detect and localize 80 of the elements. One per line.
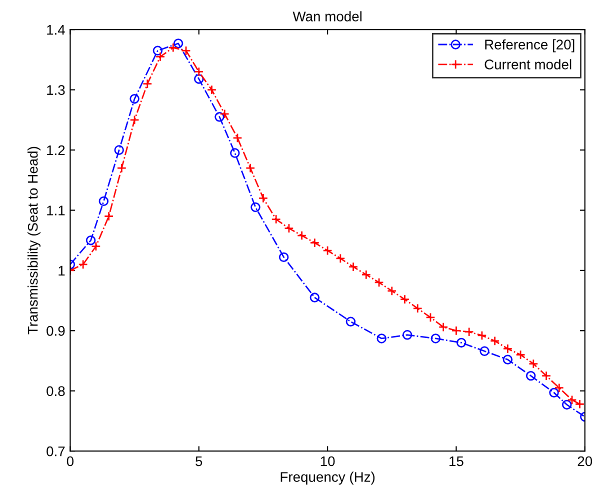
- point: [516, 350, 526, 360]
- y-tick-label: 0.8: [46, 386, 65, 396]
- point: [116, 163, 127, 173]
- point: [155, 52, 166, 62]
- point: [152, 46, 163, 56]
- point: [502, 354, 513, 364]
- y-tick-label: 1.4: [47, 25, 65, 35]
- point: [562, 400, 572, 410]
- point: [376, 334, 386, 344]
- point: [194, 74, 204, 84]
- x-tick-label: 20: [578, 456, 592, 466]
- legend-label: Current model: [484, 59, 572, 70]
- point: [86, 235, 96, 246]
- point: [250, 202, 260, 212]
- point: [181, 46, 191, 56]
- point: [490, 336, 500, 346]
- point: [130, 115, 140, 125]
- y-tick-label: 1: [58, 266, 65, 276]
- point: [574, 399, 585, 409]
- chart-title: Wan model: [292, 11, 362, 22]
- point: [549, 388, 559, 398]
- point: [430, 334, 440, 344]
- y-tick-label: 0.7: [46, 446, 65, 456]
- y-tick-label: 1.3: [47, 85, 65, 95]
- x-tick-label: 15: [450, 456, 464, 466]
- y-axis-title: Transmissibility (Seat to Head): [28, 146, 40, 334]
- y-tick-label: 1.2: [47, 145, 65, 156]
- point: [346, 316, 356, 326]
- point: [142, 78, 152, 89]
- point: [130, 94, 140, 104]
- point: [194, 66, 204, 77]
- point: [526, 370, 536, 381]
- point: [91, 242, 101, 252]
- point: [477, 330, 487, 340]
- point: [400, 294, 410, 304]
- point: [348, 262, 358, 272]
- point: [245, 163, 256, 173]
- point: [541, 370, 552, 381]
- point: [78, 260, 88, 270]
- point: [232, 133, 242, 143]
- point: [310, 238, 320, 248]
- point: [336, 254, 346, 264]
- point: [296, 230, 307, 240]
- point: [528, 358, 538, 369]
- point: [114, 145, 124, 155]
- point: [480, 346, 490, 356]
- point: [230, 148, 240, 158]
- point: [278, 252, 289, 262]
- x-tick-label: 0: [66, 456, 74, 466]
- point: [502, 344, 513, 354]
- point: [310, 292, 320, 302]
- point: [464, 327, 474, 337]
- point: [361, 270, 372, 280]
- point: [567, 395, 577, 405]
- point: [374, 278, 384, 288]
- point: [98, 196, 109, 206]
- point: [271, 214, 281, 224]
- point: [387, 286, 397, 296]
- x-axis-title: Frequency (Hz): [280, 472, 375, 485]
- point: [214, 112, 224, 122]
- point: [456, 338, 466, 348]
- x-tick-label: 5: [196, 456, 202, 466]
- point: [206, 84, 217, 95]
- point: [258, 193, 268, 204]
- point: [426, 312, 436, 322]
- point: [554, 383, 564, 393]
- y-tick-label: 1.1: [47, 206, 65, 216]
- point: [322, 246, 332, 256]
- point: [220, 109, 230, 119]
- point: [451, 326, 462, 336]
- y-tick-label: 0.9: [46, 326, 65, 336]
- x-tick-label: 10: [320, 456, 335, 466]
- point: [173, 38, 184, 48]
- point: [168, 42, 178, 53]
- point: [412, 304, 422, 314]
- point: [402, 330, 412, 340]
- point: [438, 322, 448, 332]
- point: [104, 211, 114, 222]
- point: [284, 223, 294, 234]
- legend-label: Reference [20]: [485, 39, 574, 52]
